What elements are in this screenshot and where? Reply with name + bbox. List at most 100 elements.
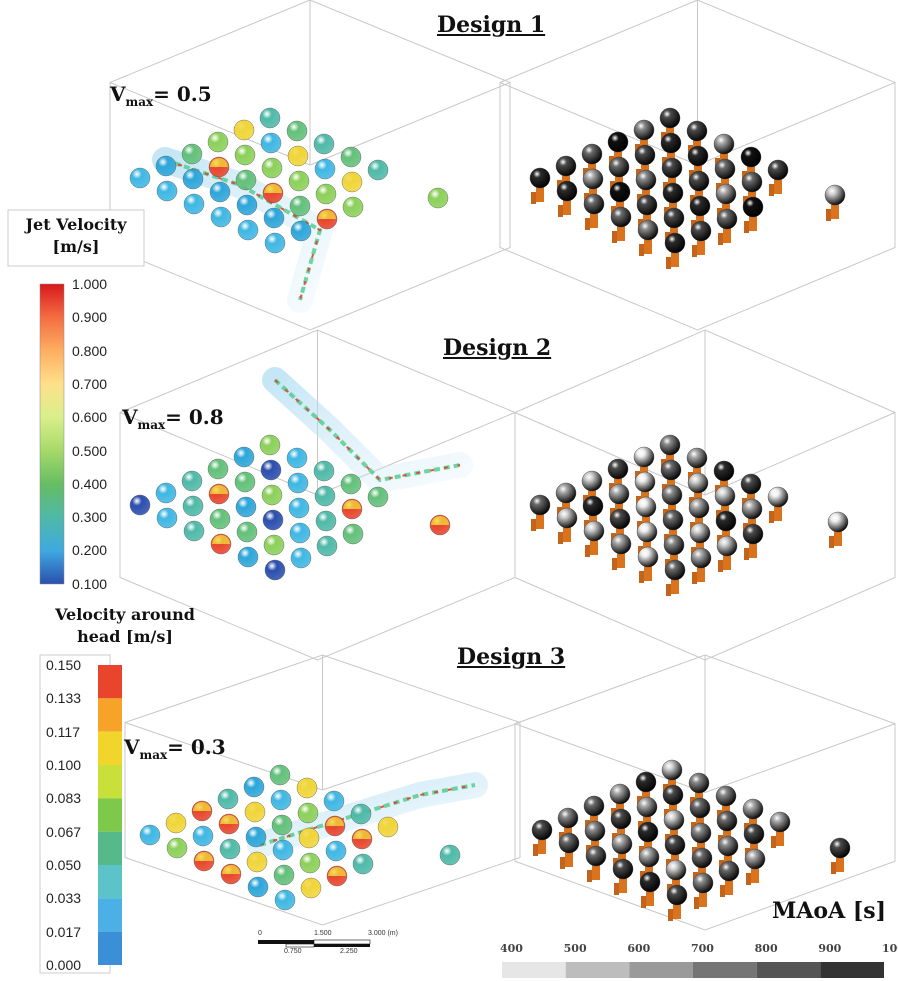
design-1-head-17 — [313, 133, 335, 155]
jet-tick-label: 0.400 — [72, 475, 108, 492]
head-velocity-legend-title: Velocity around head [m/s] — [55, 605, 195, 646]
head-velocity-band-7 — [98, 898, 122, 932]
design-1-head-14 — [235, 169, 257, 191]
design-3-head-13 — [219, 838, 241, 860]
design-2-mannequin-32 — [716, 535, 738, 572]
maoa-tick-label: 600 — [627, 942, 651, 955]
design-1-head-12 — [183, 193, 205, 215]
design-1-head-6 — [156, 180, 178, 202]
design-1-head-16 — [287, 145, 309, 167]
design-2-head-31 — [290, 547, 312, 569]
room-design-2-right — [514, 329, 896, 661]
design-3-head-0 — [139, 824, 161, 846]
design-2-head-29 — [367, 486, 389, 508]
design-1-head-18 — [210, 206, 232, 228]
design-2-head-23 — [340, 473, 362, 495]
maoa-band-0 — [502, 962, 566, 978]
design-3-head-4 — [243, 776, 265, 798]
scale-bar-tick-1: 1.500 — [314, 930, 332, 937]
jet-tick-label: 1.000 — [72, 276, 108, 292]
design-1-mannequin-30 — [664, 232, 686, 269]
design-3-title: Design 3 — [457, 644, 566, 670]
design-3-head-21 — [298, 827, 320, 849]
head-tick-label: 0.000 — [46, 957, 82, 973]
design-1-mannequin-0 — [529, 167, 551, 204]
design-3-head-10 — [270, 789, 292, 811]
design-3-head-15 — [271, 814, 293, 836]
design-2-mannequin-30 — [664, 559, 686, 596]
design-3-head-28 — [351, 828, 373, 850]
jet-tick-label: 0.700 — [72, 375, 108, 392]
design-2-head-20 — [262, 509, 284, 531]
design-2-mannequin-29 — [767, 486, 789, 523]
design-3-head-8 — [218, 813, 240, 835]
design-2-head-24 — [237, 546, 259, 568]
design-1-head-13 — [209, 181, 231, 203]
design-2-head-7 — [182, 495, 204, 517]
design-3-head-5 — [269, 764, 291, 786]
design-1-head-27 — [315, 183, 337, 205]
design-2-mannequin-12 — [583, 520, 605, 557]
scale-bar-tick-0: 0 — [258, 930, 262, 937]
design-1-head-4 — [233, 119, 255, 141]
design-1-head-5 — [259, 107, 281, 129]
design-2-head-12 — [183, 520, 205, 542]
maoa-tick-label: 900 — [818, 942, 842, 955]
design-2-head-32 — [316, 535, 338, 557]
jet-velocity-color-bar — [39, 283, 65, 585]
design-2-head-11 — [286, 447, 308, 469]
design-2-head-0 — [129, 494, 151, 516]
design-1-head-22 — [314, 158, 336, 180]
design-1-mannequin-24 — [637, 219, 659, 256]
jet-tick-label: 0.200 — [72, 542, 108, 559]
design-3-head-9 — [244, 801, 266, 823]
design-2-mannequin-24 — [637, 546, 659, 583]
design-1-head-11 — [286, 120, 308, 142]
design-2-mannequin-0 — [529, 494, 551, 531]
design-2-mannequin-31 — [690, 547, 712, 584]
design-1-head-31 — [290, 220, 312, 242]
scale-bar-tick-2: 3.000 (m) — [368, 930, 398, 937]
room-design-3-right — [514, 654, 896, 931]
design-3-head-16 — [297, 802, 319, 824]
design-3-head-3 — [217, 788, 239, 810]
design-2-head-25 — [263, 534, 285, 556]
design-3-head-11 — [296, 777, 318, 799]
design-2-head-17 — [313, 460, 335, 482]
design-1-head-32 — [316, 208, 338, 230]
design-3-head-26 — [299, 852, 321, 874]
maoa-tick-label: 100 — [882, 942, 898, 955]
design-2-head-6 — [156, 507, 178, 529]
design-2-mannequin-33 — [742, 523, 764, 560]
head-tick-label: 0.083 — [46, 790, 82, 807]
design-3-head-19 — [246, 851, 268, 873]
design-1-head-26 — [289, 195, 311, 217]
maoa-tick-label: 500 — [563, 942, 587, 955]
design-3-mannequin-31 — [692, 872, 714, 909]
design-1-mannequin-12 — [583, 193, 605, 230]
design-3-head-25 — [273, 864, 295, 886]
head-velocity-band-4 — [98, 798, 122, 832]
head-tick-label: 0.033 — [46, 890, 82, 907]
design-2-head-9 — [234, 471, 256, 493]
design-1-head-2 — [181, 143, 203, 165]
design-1-vmax: Vmax= 0.5 — [110, 82, 212, 109]
design-2-head-21 — [288, 497, 310, 519]
design-1-head-21 — [288, 170, 310, 192]
design-1-title: Design 1 — [437, 12, 546, 38]
design-1-head-24 — [237, 219, 259, 241]
design-1-head-33 — [342, 196, 364, 218]
design-1-head-15 — [261, 157, 283, 179]
design-3-head-large — [439, 844, 461, 866]
design-3-head-17 — [323, 790, 345, 812]
head-velocity-band-0 — [98, 665, 122, 699]
design-2-head-16 — [287, 472, 309, 494]
design-3-head-12 — [193, 850, 215, 872]
design-2-head-28 — [341, 498, 363, 520]
design-1-head-29 — [367, 159, 389, 181]
design-3-mannequin-33 — [744, 848, 766, 885]
design-3-head-30 — [274, 889, 296, 911]
scale-bar-tick-3: 0.750 — [284, 948, 302, 955]
design-2-head-14 — [235, 496, 257, 518]
